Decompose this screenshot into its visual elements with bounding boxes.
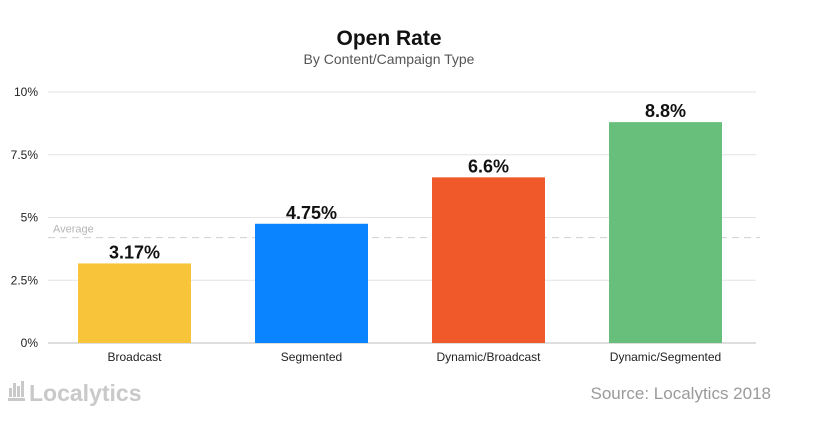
data-label: 8.8% <box>645 101 686 121</box>
average-label: Average <box>53 224 94 236</box>
chart-subtitle: By Content/Campaign Type <box>304 51 475 67</box>
x-tick-label: Segmented <box>281 350 342 364</box>
data-label: 3.17% <box>109 242 160 262</box>
x-tick-label: Broadcast <box>107 350 162 364</box>
y-tick-label: 2.5% <box>11 273 39 287</box>
data-label: 4.75% <box>286 203 337 223</box>
source-note: Source: Localytics 2018 <box>591 384 772 403</box>
y-axis: 0% 2.5% 5% 7.5% 10% <box>11 85 39 350</box>
x-tick-label: Dynamic/Segmented <box>610 350 721 364</box>
y-tick-label: 10% <box>14 85 38 99</box>
bar <box>609 122 722 344</box>
y-tick-label: 7.5% <box>11 148 39 162</box>
data-label: 6.6% <box>468 156 509 176</box>
logo: Localytics <box>8 380 142 406</box>
localytics-logo-icon <box>8 381 25 401</box>
x-axis: Broadcast Segmented Dynamic/Broadcast Dynam… <box>107 350 721 364</box>
bar <box>78 263 191 343</box>
logo-text: Localytics <box>29 380 142 406</box>
chart-title: Open Rate <box>336 27 441 50</box>
bar <box>432 177 545 343</box>
y-tick-label: 5% <box>21 211 39 225</box>
x-tick-label: Dynamic/Broadcast <box>436 350 541 364</box>
bars: 3.17% 4.75% 6.6% 8.8% <box>78 101 722 344</box>
y-tick-label: 0% <box>21 336 39 350</box>
bar <box>255 223 368 343</box>
